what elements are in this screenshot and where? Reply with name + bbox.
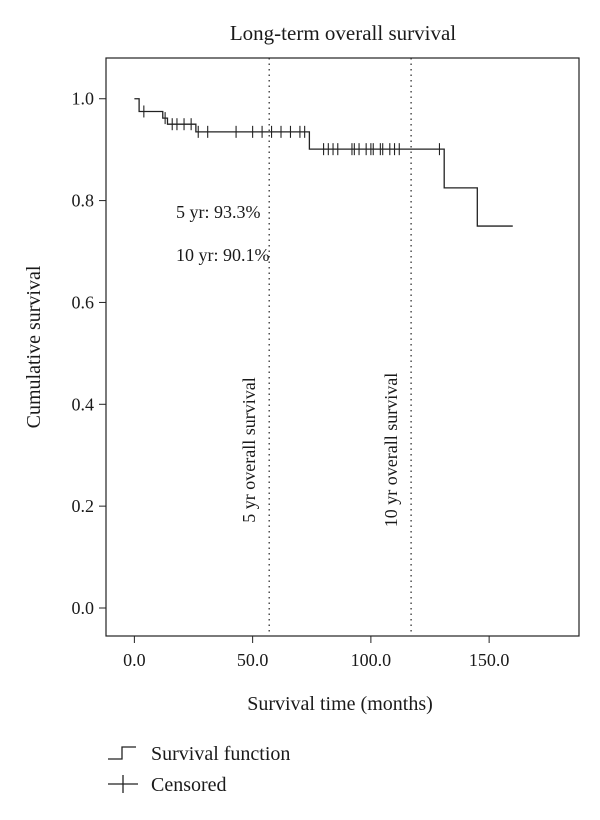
x-tick-label: 150.0	[469, 650, 510, 670]
y-tick-label: 0.8	[72, 191, 95, 211]
y-axis: 0.0 0.2 0.4 0.6 0.8 1.0	[72, 89, 106, 618]
x-axis-title: Survival time (months)	[247, 693, 433, 715]
y-axis-title: Cumulative survival	[23, 265, 45, 428]
y-tick-label: 0.6	[72, 292, 95, 312]
y-tick-label: 0.0	[72, 598, 95, 618]
annotation-text: 10 yr: 90.1%	[176, 245, 270, 265]
series-layer	[134, 98, 513, 227]
x-tick-label: 50.0	[237, 650, 269, 670]
survival-function-line	[134, 98, 513, 227]
y-tick-label: 1.0	[72, 89, 95, 109]
x-tick-label: 0.0	[123, 650, 146, 670]
reference-lines: 5 yr overall survival 10 yr overall survi…	[239, 58, 412, 636]
y-tick-label: 0.2	[72, 496, 95, 516]
legend-survival-label: Survival function	[151, 743, 290, 765]
x-tick-label: 100.0	[351, 650, 392, 670]
legend: Survival function Censored	[108, 743, 290, 796]
reference-line-label: 10 yr overall survival	[381, 373, 401, 527]
chart-title: Long-term overall survival	[230, 21, 456, 45]
plot-frame	[105, 57, 580, 637]
legend-censored-label: Censored	[151, 774, 227, 796]
annotation-text: 5 yr: 93.3%	[176, 202, 261, 222]
annotations: 5 yr: 93.3% 10 yr: 90.1%	[176, 202, 270, 265]
y-tick-label: 0.4	[72, 394, 95, 414]
x-axis: 0.0 50.0 100.0 150.0	[123, 636, 509, 670]
legend-survival-icon	[108, 746, 136, 760]
reference-line-label: 5 yr overall survival	[239, 377, 259, 522]
